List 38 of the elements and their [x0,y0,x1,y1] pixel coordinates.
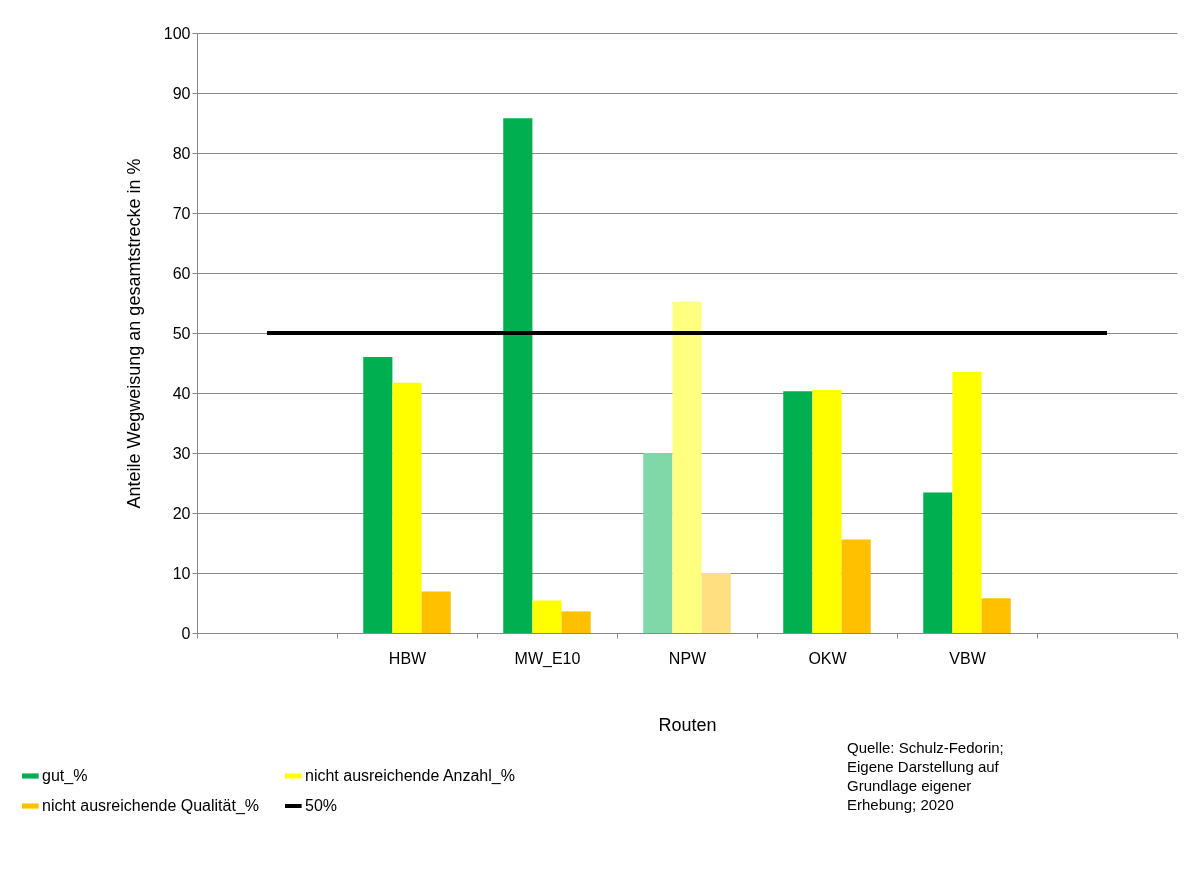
legend-label: gut_% [42,767,88,785]
x-tick-label: OKW [808,649,848,667]
bar [532,600,562,633]
y-tick-label: 30 [172,444,191,462]
x-axis-title: Routen [658,714,717,735]
y-tick-label: 0 [181,624,191,642]
y-tick-label: 50 [172,324,191,342]
x-tick-label: MW_E10 [514,649,581,668]
y-tick-label: 40 [172,384,191,402]
bar [561,611,591,633]
bar [841,539,871,633]
bar [392,382,422,633]
bar [421,591,451,633]
bar [981,598,1011,633]
bar [783,391,813,633]
y-tick-label: 80 [172,144,191,162]
y-tick-label: 10 [172,564,191,582]
y-axis-title: Anteile Wegweisung an gesamtstrecke in % [123,158,144,509]
bar [812,390,842,633]
y-tick-label: 60 [172,264,191,282]
bar [643,453,673,633]
bar [952,372,982,633]
bar [701,573,731,633]
bar [503,118,533,633]
y-tick-label: 20 [172,504,191,522]
x-tick-label: NPW [668,649,708,667]
x-tick-label: HBW [388,649,428,667]
legend-label: 50% [305,797,338,814]
y-tick-label: 90 [172,84,191,102]
y-tick-label: 70 [172,204,191,222]
bar [363,357,393,633]
legend-label: nicht ausreichende Qualität_% [42,797,260,815]
x-tick-label: VBW [949,649,987,667]
source-note: Quelle: Schulz-Fedorin; Eigene Darstellung auf Grundlage eigener Erhebung; 2020 [847,739,1004,813]
y-tick-label: 100 [163,24,191,42]
bar [672,301,702,633]
bar [923,492,953,633]
legend-label: nicht ausreichende Anzahl_% [305,767,515,785]
